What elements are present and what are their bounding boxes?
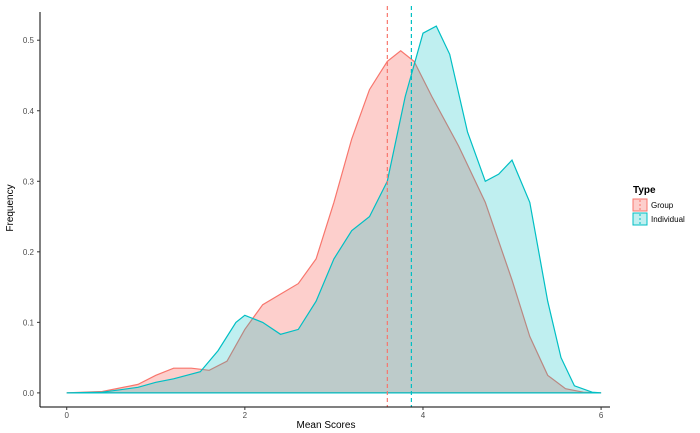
y-ticks: 0.0 0.1 0.2 0.3 0.4 0.5 bbox=[23, 36, 40, 398]
y-tick-label: 0.5 bbox=[23, 36, 35, 45]
legend-item-individual: Individual bbox=[632, 212, 685, 226]
y-tick-label: 0.0 bbox=[23, 389, 35, 398]
x-tick-label: 0 bbox=[64, 411, 69, 420]
y-axis-title: Frequency bbox=[5, 184, 16, 231]
x-tick-label: 2 bbox=[243, 411, 248, 420]
y-tick-label: 0.1 bbox=[23, 318, 35, 327]
legend: Type Group Individual bbox=[632, 185, 685, 226]
y-tick-label: 0.3 bbox=[23, 177, 35, 186]
y-tick-label: 0.2 bbox=[23, 248, 35, 257]
mean-lines bbox=[386, 6, 412, 407]
x-axis-title: Mean Scores bbox=[297, 420, 356, 431]
axes: 0 2 4 6 0.0 0.1 0.2 0.3 0.4 0.5 bbox=[23, 12, 610, 420]
y-tick-label: 0.4 bbox=[23, 107, 35, 116]
density-area-group bbox=[66, 50, 602, 394]
density-area-individual bbox=[66, 25, 602, 394]
legend-label: Individual bbox=[651, 215, 685, 224]
legend-item-group: Group bbox=[632, 198, 674, 212]
x-tick-label: 4 bbox=[421, 411, 426, 420]
legend-title: Type bbox=[633, 185, 656, 196]
x-tick-label: 6 bbox=[599, 411, 604, 420]
legend-label: Group bbox=[651, 201, 674, 210]
x-ticks: 0 2 4 6 bbox=[64, 407, 604, 420]
density-areas bbox=[66, 25, 602, 394]
